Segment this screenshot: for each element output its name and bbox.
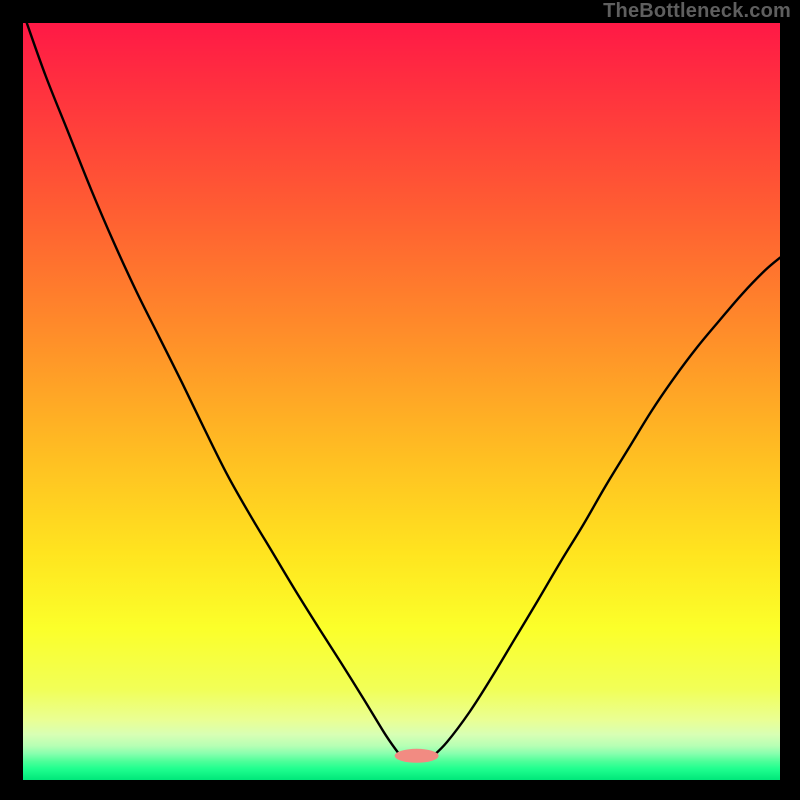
plot-svg bbox=[23, 23, 780, 780]
watermark-text: TheBottleneck.com bbox=[603, 0, 791, 22]
min-marker bbox=[395, 749, 439, 763]
gradient-background bbox=[23, 23, 780, 780]
watermark: TheBottleneck.com bbox=[603, 0, 791, 23]
plot-container bbox=[23, 23, 780, 780]
